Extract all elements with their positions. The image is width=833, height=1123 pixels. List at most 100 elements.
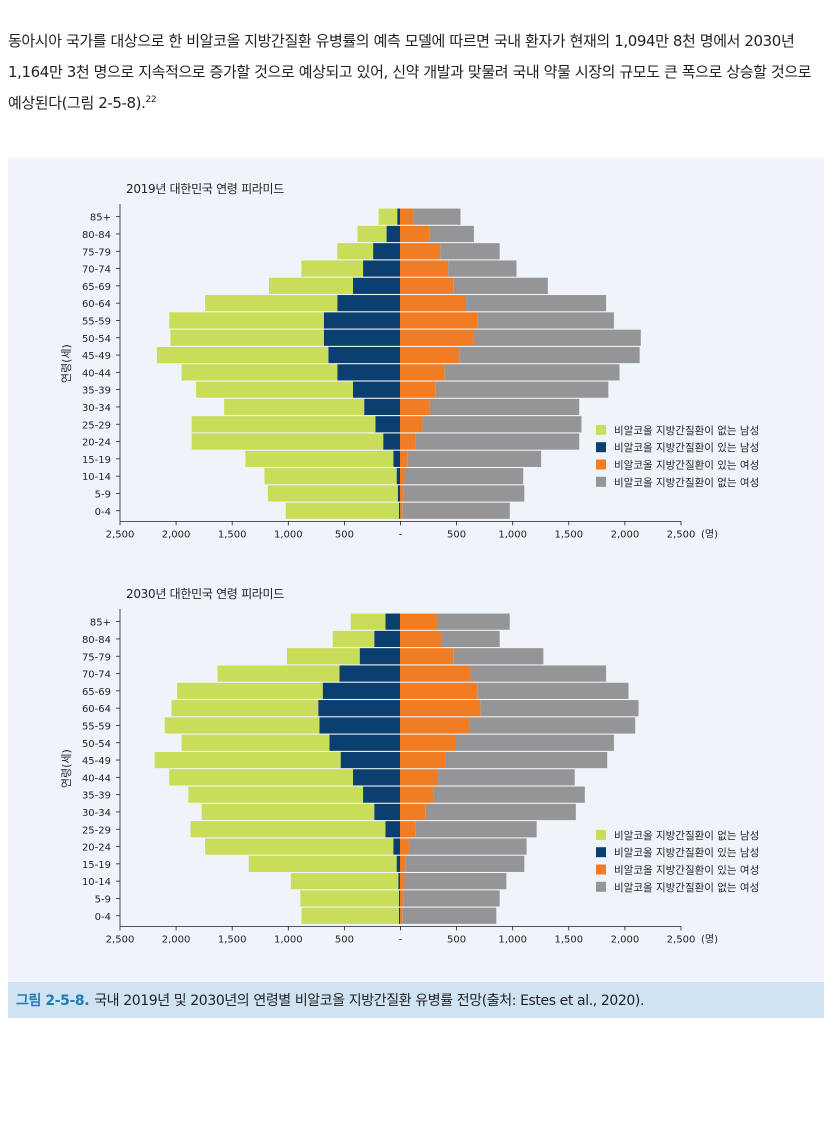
bar-female-without	[408, 838, 527, 855]
x-tick-label: -	[399, 529, 403, 540]
bar-female-with	[400, 277, 454, 294]
bar-female-without	[429, 398, 580, 416]
x-unit-label: (명)	[701, 528, 718, 540]
bar-male-without	[188, 786, 364, 803]
bar-female-without	[422, 416, 582, 433]
population-pyramid-2030: 2,500 2,000 1,500 1,000 500 - 500 1,000 1,500 2,0…	[60, 609, 759, 945]
bar-male-with	[373, 243, 400, 260]
legend-swatch	[596, 459, 606, 470]
bar-female-with	[400, 243, 441, 260]
age-group-label: 35-39	[82, 386, 111, 397]
age-group-label: 60-64	[82, 299, 111, 310]
bar-female-without	[441, 630, 500, 648]
bar-female-with	[400, 786, 434, 803]
x-tick-label: 2,500	[106, 529, 135, 540]
caption-text: 국내 2019년 및 2030년의 연령별 비알코올 지방간질환 유병률 전망(…	[94, 993, 644, 1009]
x-tick-label: 2,000	[611, 934, 640, 945]
age-group-label: 55-59	[82, 721, 111, 732]
bar-male-with	[375, 416, 400, 433]
bar-female-with	[400, 890, 404, 907]
bar-male-with	[374, 630, 400, 648]
age-group-label: 80-84	[82, 230, 111, 241]
bar-female-with	[400, 329, 474, 346]
age-group-label: 75-79	[82, 652, 111, 663]
x-tick-label: 1,000	[274, 934, 303, 945]
bar-male-with	[397, 485, 400, 502]
bar-female-with	[400, 485, 404, 502]
bar-female-without	[470, 665, 607, 682]
age-group-label: 30-34	[82, 403, 111, 414]
bar-female-with	[400, 769, 439, 786]
bar-male-without	[205, 295, 338, 312]
intro-paragraph: 동아시아 국가를 대상으로 한 비알코올 지방간질환 유병률의 예측 모델에 따…	[8, 26, 828, 119]
bar-male-with	[323, 312, 400, 329]
figure-panel: 2019년 대한민국 연령 피라미드 2,500 2,000 1,500 1,000 5…	[8, 158, 824, 982]
bar-female-with	[400, 450, 408, 467]
bar-male-with	[393, 838, 400, 855]
x-tick-label: 500	[335, 934, 354, 945]
bar-male-without	[245, 450, 394, 467]
x-tick-label: 1,000	[498, 934, 527, 945]
bar-male-without	[286, 648, 360, 665]
bar-male-without	[191, 433, 384, 450]
bar-male-with	[339, 665, 400, 682]
age-group-label: 15-19	[82, 455, 111, 466]
age-group-label: 70-74	[82, 265, 111, 276]
bar-female-with	[400, 838, 409, 855]
bar-male-with	[337, 364, 400, 381]
legend-swatch	[596, 881, 606, 892]
x-tick-label: 500	[447, 529, 466, 540]
age-group-label: 25-29	[82, 825, 111, 836]
bar-male-with	[374, 803, 400, 821]
bar-female-without	[403, 485, 525, 502]
bar-female-with	[400, 502, 403, 519]
bar-female-without	[402, 502, 510, 519]
bar-female-without	[415, 821, 537, 838]
bar-female-without	[436, 613, 510, 630]
bar-female-with	[400, 346, 460, 364]
bar-male-without	[264, 468, 397, 485]
age-group-label: 45-49	[82, 756, 111, 767]
bar-male-with	[322, 682, 400, 699]
legend-label: 비알코올 지방간질환이 있는 여성	[614, 865, 759, 877]
bar-female-without	[480, 700, 639, 717]
legend-swatch	[596, 424, 606, 435]
age-group-label: 20-24	[82, 438, 111, 449]
caption-label: 그림 2-5-8.	[16, 993, 90, 1009]
age-group-label: 60-64	[82, 704, 111, 715]
bar-female-without	[404, 468, 524, 485]
x-tick-label: 1,000	[274, 529, 303, 540]
legend-label: 비알코올 지방간질환이 없는 여성	[614, 881, 759, 894]
age-group-label: 20-24	[82, 843, 111, 854]
age-group-label: 5-9	[95, 489, 111, 500]
bar-male-with	[383, 433, 400, 450]
legend-label: 비알코올 지방간질환이 있는 남성	[614, 442, 759, 454]
legend-swatch	[596, 864, 606, 875]
x-tick-label: 1,000	[498, 529, 527, 540]
bar-female-without	[456, 734, 614, 751]
bar-female-without	[438, 769, 575, 786]
bar-male-with	[385, 613, 400, 630]
bar-male-with	[318, 700, 400, 717]
bar-female-with	[400, 295, 467, 312]
legend-swatch	[596, 476, 606, 487]
bar-male-with	[319, 717, 400, 734]
bar-male-without	[290, 873, 399, 890]
bar-male-without	[248, 855, 397, 872]
bar-female-without	[448, 260, 517, 277]
footnote-ref[interactable]: 22	[145, 95, 157, 105]
bar-female-with	[400, 208, 414, 225]
bar-male-without	[378, 208, 398, 225]
bar-male-without	[301, 907, 399, 924]
bar-male-without	[190, 821, 386, 838]
legend-swatch	[596, 847, 606, 858]
x-unit-label: (명)	[701, 933, 718, 945]
bar-male-with	[352, 277, 400, 294]
x-tick-label: -	[399, 934, 403, 945]
bar-female-with	[400, 312, 478, 329]
bar-male-with	[340, 751, 400, 769]
bar-female-with	[400, 613, 437, 630]
bar-male-without	[171, 700, 319, 717]
bar-female-without	[459, 346, 640, 364]
bar-female-with	[400, 682, 478, 699]
